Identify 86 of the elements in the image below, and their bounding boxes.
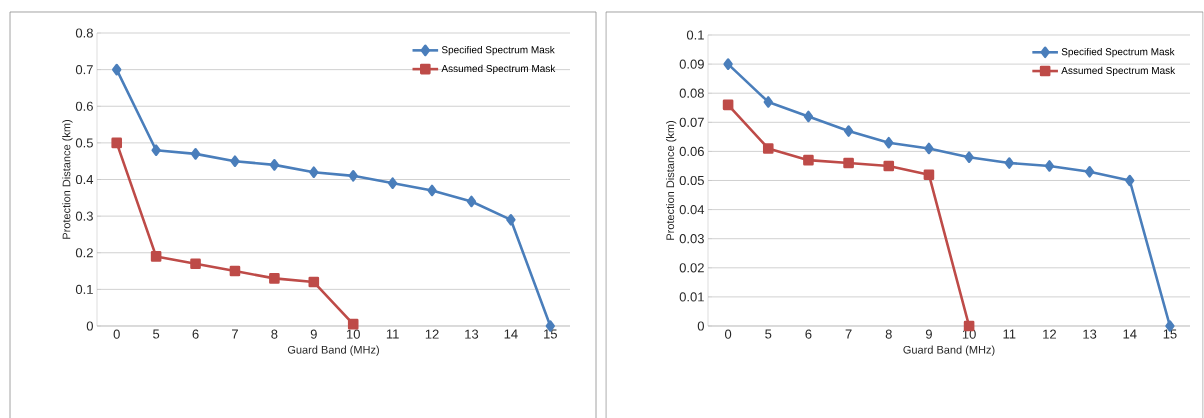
point [964,151,974,164]
point [466,195,477,208]
y-tick-label: 0.3 [75,211,93,221]
y-tick-label: 0.1 [75,284,93,294]
y-tick-label: 0.2 [75,248,93,258]
point [883,160,895,172]
point [1004,157,1014,169]
point [269,273,280,284]
y-tick-label: 0 [86,321,93,331]
point [309,166,319,178]
point [150,251,162,262]
point [427,184,437,197]
y-tick-label: 0.06 [679,146,704,156]
y-tick-label: 0.08 [679,88,704,98]
point [722,99,734,111]
point [230,155,240,167]
x-tick-label: 6 [192,329,199,339]
point [803,110,814,123]
x-tick-label: 14 [1123,329,1137,339]
x-axis-title: Guard Band (MHz) [903,345,995,356]
x-tick-label: 9 [310,329,317,339]
y-tick-label: 0.01 [679,292,704,302]
x-tick-label: 10 [346,329,360,339]
y-tick-label: 0.5 [75,138,93,148]
point [762,143,774,154]
y-tick-label: 0.05 [679,175,704,186]
y-tick-label: 0.7 [75,65,93,75]
y-axis-title: Protection Distance (km) [62,119,73,239]
point [348,170,358,182]
y-tick-label: 0.03 [679,234,704,244]
point [151,144,161,156]
legend-label: Specified Spectrum Mask [441,45,555,56]
x-tick-label: 6 [805,329,812,339]
x-tick-label: 12 [1043,329,1056,339]
x-tick-label: 15 [1163,329,1177,339]
y-tick-label: 0.8 [75,28,93,38]
y-tick-label: 0.4 [75,174,94,185]
point [1125,174,1135,187]
y-tick-label: 0.02 [679,263,704,273]
point [923,169,935,180]
point [387,177,398,189]
point [803,154,814,166]
y-tick-label: 0.09 [679,59,704,69]
point [190,258,201,270]
point [843,157,854,169]
point [884,136,894,149]
x-tick-label: 7 [232,329,238,339]
point [269,159,280,171]
y-tick-label: 0.04 [679,204,705,215]
point [229,265,241,277]
x-tick-label: 9 [925,329,932,339]
x-tick-label: 13 [1083,329,1097,339]
point [112,63,122,76]
y-tick-label: 0.1 [686,30,704,40]
y-tick-label: 0 [697,321,704,331]
x-tick-label: 0 [113,329,120,339]
x-tick-label: 7 [845,329,852,339]
point [1084,165,1095,178]
point [347,318,359,330]
point [763,96,773,108]
point [111,137,123,149]
legend-label: Assumed Spectrum Mask [1061,66,1176,76]
legend-label: Assumed Spectrum Mask [441,64,556,75]
point [190,148,201,160]
point [723,58,733,70]
point [506,213,516,226]
x-tick-label: 0 [724,329,732,339]
point [843,125,854,137]
x-tick-label: 8 [885,329,892,339]
y-tick-label: 0.07 [679,117,704,127]
x-tick-label: 14 [504,329,518,339]
x-tick-label: 13 [465,329,479,339]
x-tick-label: 11 [1003,329,1016,339]
x-tick-label: 15 [544,329,557,339]
x-tick-label: 5 [765,329,772,339]
x-tick-label: 8 [271,329,278,339]
y-tick-label: 0.6 [75,101,93,111]
point [924,142,934,155]
x-tick-label: 5 [153,329,160,339]
point [308,276,320,288]
x-axis-title: Guard Band (MHz) [287,345,379,356]
x-tick-label: 12 [425,329,439,339]
x-tick-label: 11 [386,329,399,339]
legend-label: Specified Spectrum Mask [1061,47,1175,58]
point [1044,160,1055,172]
y-axis-title: Protection Distance (km) [666,120,677,240]
